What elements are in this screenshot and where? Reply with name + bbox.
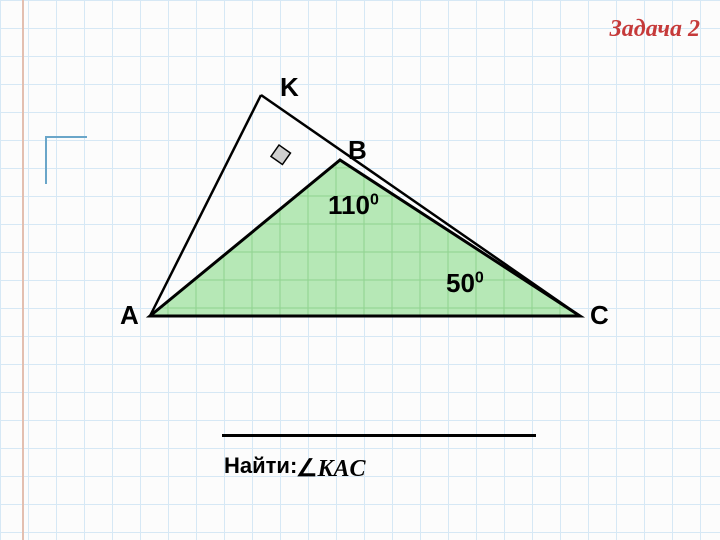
divider [222,434,536,437]
angle-name: KAC [318,456,366,482]
find-row: Найти: ∠KAC [224,454,366,483]
angle-b-base: 110 [328,190,370,220]
angle-c-sup: 0 [475,269,484,286]
label-c: C [590,300,609,331]
find-label: Найти: [224,454,282,478]
angle-b-sup: 0 [370,191,379,208]
angle-c-base: 50 [446,268,475,298]
triangle-abc [150,160,580,316]
label-b: B [348,135,367,166]
right-angle-marker [271,145,290,164]
label-a: A [120,300,139,331]
label-k: K [280,72,299,103]
angle-symbol: ∠ [296,456,318,482]
angle-b-value: 1100 [328,190,379,221]
page: { "header": { "text": "Задача 2", "color… [0,0,720,540]
find-expression: ∠KAC [296,454,366,483]
angle-c-value: 500 [446,268,484,299]
